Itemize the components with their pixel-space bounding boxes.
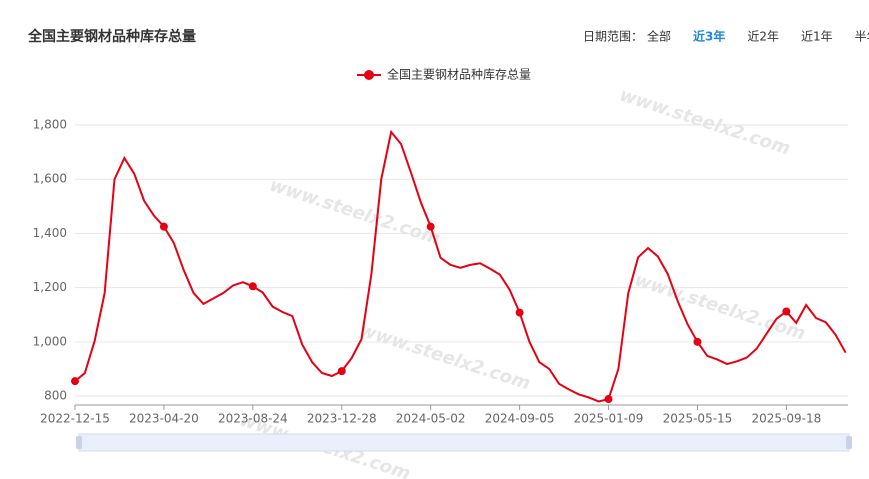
zoom-handle[interactable]	[76, 436, 82, 449]
point	[159, 222, 168, 231]
point	[248, 282, 257, 291]
x-tick-label: 2025-09-18	[751, 412, 821, 426]
y-tick-label: 1,000	[33, 334, 67, 348]
zoom-slider[interactable]	[78, 433, 850, 452]
x-tick-label: 2023-12-28	[307, 412, 377, 426]
range-option[interactable]: 半年	[855, 30, 869, 44]
x-tick-label: 2025-01-09	[574, 412, 644, 426]
x-tick-label: 2025-05-15	[663, 412, 733, 426]
y-tick-label: 1,800	[33, 118, 67, 132]
watermark: www.steelx2.com	[267, 175, 443, 250]
x-tick-label: 2024-05-02	[396, 412, 466, 426]
point	[782, 307, 791, 316]
point	[693, 337, 702, 346]
watermark: www.steelx2.com	[357, 320, 533, 395]
y-tick-label: 800	[44, 389, 67, 403]
point	[515, 308, 524, 317]
watermark: www.steelx2.com	[617, 85, 793, 160]
point	[337, 367, 346, 376]
series-line	[74, 129, 847, 403]
y-tick-label: 1,400	[33, 226, 67, 240]
range-label: 日期范围：	[583, 30, 643, 44]
watermark: www.steelx2.com	[632, 270, 808, 345]
x-tick-label: 2023-08-24	[218, 412, 288, 426]
x-tick-label: 2024-09-05	[485, 412, 555, 426]
point	[426, 222, 435, 231]
y-tick-label: 1,200	[33, 280, 67, 294]
legend-label[interactable]: 全国主要钢材品种库存总量	[387, 67, 531, 82]
x-tick-label: 2022-12-15	[40, 412, 110, 426]
zoom-handle[interactable]	[846, 436, 852, 449]
range-option[interactable]: 全部	[647, 29, 671, 44]
chart-title: 全国主要钢材品种库存总量	[27, 28, 196, 45]
range-option[interactable]: 近2年	[747, 30, 779, 44]
point	[604, 395, 613, 404]
legend-marker	[364, 70, 374, 80]
range-option[interactable]: 近3年	[693, 29, 725, 44]
x-tick-label: 2023-04-20	[129, 412, 199, 426]
point	[71, 377, 79, 386]
range-option[interactable]: 近1年	[801, 30, 833, 44]
y-tick-label: 1,600	[33, 172, 67, 186]
